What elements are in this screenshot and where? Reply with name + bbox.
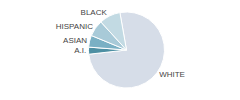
svg-text:BLACK: BLACK <box>81 8 108 17</box>
svg-text:A.I.: A.I. <box>74 46 86 55</box>
svg-text:ASIAN: ASIAN <box>63 36 87 45</box>
svg-text:HISPANIC: HISPANIC <box>56 22 93 31</box>
svg-text:WHITE: WHITE <box>159 70 185 79</box>
